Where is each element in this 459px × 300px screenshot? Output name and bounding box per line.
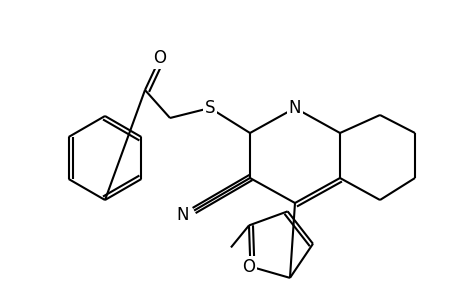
Text: S: S [204,99,215,117]
Text: O: O [241,257,254,275]
Text: O: O [153,49,166,67]
Text: N: N [288,99,301,117]
Text: N: N [176,206,189,224]
